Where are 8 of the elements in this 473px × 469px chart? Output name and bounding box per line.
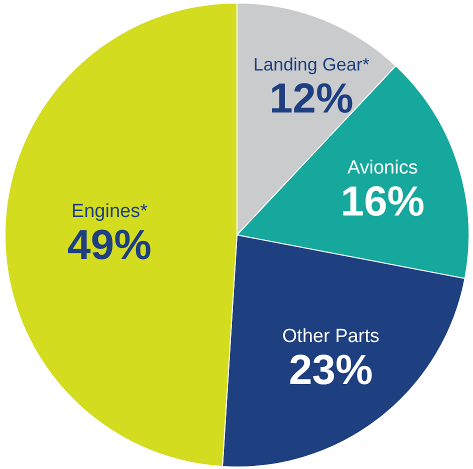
slice-label: Engines* xyxy=(71,200,148,222)
data-label: 49% xyxy=(67,220,152,268)
data-label: 16% xyxy=(340,178,425,225)
data-label: 12% xyxy=(269,74,354,122)
slice-label: Other Parts xyxy=(282,326,380,347)
data-label: 23% xyxy=(288,346,373,393)
slice-label: Landing Gear* xyxy=(253,54,370,75)
slice-label: Avionics xyxy=(347,158,418,179)
